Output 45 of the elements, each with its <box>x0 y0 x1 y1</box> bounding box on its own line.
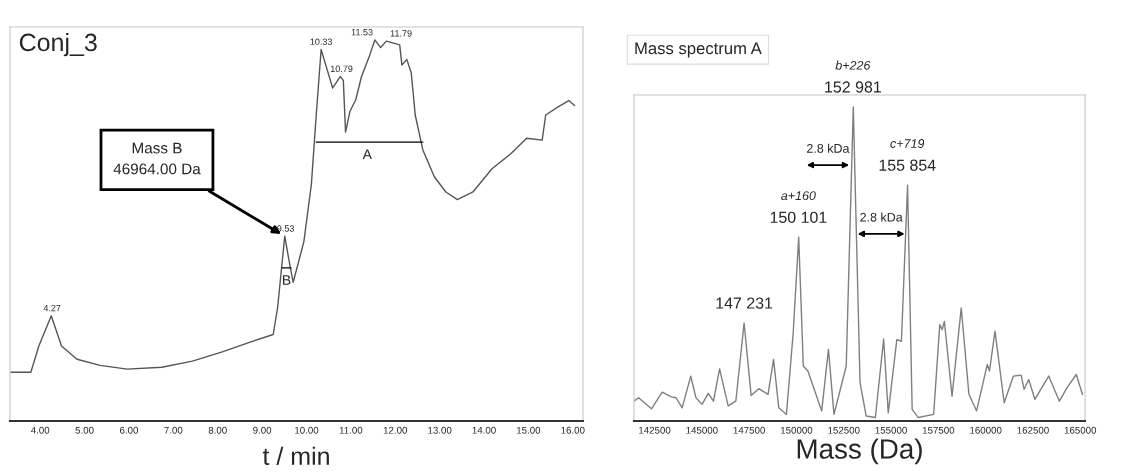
x-tick-label: 160000 <box>970 426 1002 434</box>
annotation: 10.79 <box>330 65 353 72</box>
x-tick-label: 142500 <box>639 426 671 434</box>
x-tick-label: 155000 <box>875 426 907 434</box>
x-tick-label: 11.00 <box>339 426 363 434</box>
annotation: 150 101 <box>770 211 827 223</box>
annotation: 10.33 <box>310 38 333 45</box>
x-tick-label: 6.00 <box>119 426 139 434</box>
x-tick-label: 165000 <box>1064 426 1097 434</box>
x-tick-label: 15.00 <box>516 426 541 434</box>
x-tick-label: 14.00 <box>472 426 496 434</box>
annotation: 2.8 kDa <box>807 143 850 153</box>
x-tick-label: 12.00 <box>383 426 408 434</box>
annotation: 9.53 <box>277 225 295 232</box>
annotation: 147 231 <box>716 297 773 309</box>
x-axis-title: t / min <box>262 446 329 466</box>
x-tick-label: 10.00 <box>295 426 319 434</box>
x-tick-label: 4.00 <box>30 426 50 434</box>
annotation: c+719 <box>890 139 925 148</box>
chart-title: Mass spectrum A <box>635 42 762 58</box>
chart-title: Conj_3 <box>19 32 97 57</box>
annotation: Mass B 46964.00 Da <box>113 142 201 175</box>
annotation: A <box>362 149 372 160</box>
x-tick-label: 16.00 <box>561 426 585 434</box>
annotation: a+160 <box>781 191 816 201</box>
x-tick-label: 147500 <box>733 426 765 434</box>
annotation: 11.53 <box>351 29 373 36</box>
x-tick-label: 152500 <box>828 426 860 434</box>
x-axis-title: Mass (Da) <box>797 438 922 465</box>
annotation: 11.79 <box>390 30 412 37</box>
x-tick-label: 162500 <box>1017 426 1049 434</box>
x-tick-label: 9.00 <box>253 426 272 434</box>
annotation: 155 854 <box>879 159 936 171</box>
x-tick-label: 157500 <box>922 426 955 434</box>
x-tick-label: 8.00 <box>208 426 227 434</box>
annotation: B <box>283 275 291 285</box>
x-tick-label: 150000 <box>780 426 813 434</box>
x-tick-label: 145000 <box>686 426 718 434</box>
x-tick-label: 5.00 <box>75 426 94 434</box>
x-tick-label: 13.00 <box>428 426 452 434</box>
annotation: 152 981 <box>825 81 881 93</box>
x-tick-label: 7.00 <box>164 426 183 434</box>
annotation: b+226 <box>835 60 871 70</box>
annotation: 4.27 <box>43 304 61 312</box>
annotation: 2.8 kDa <box>860 212 903 222</box>
